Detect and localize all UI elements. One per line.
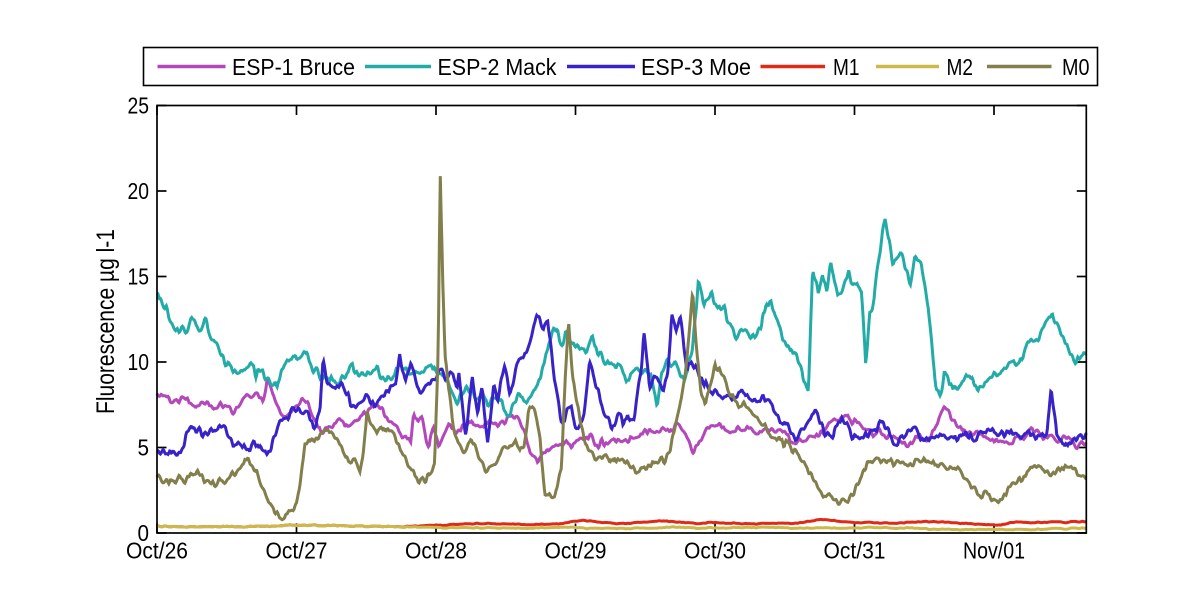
svg-text:Oct/31: Oct/31: [824, 538, 886, 564]
svg-text:ESP-3 Moe: ESP-3 Moe: [641, 54, 751, 80]
svg-text:0: 0: [138, 520, 150, 546]
svg-text:Oct/28: Oct/28: [405, 538, 467, 564]
svg-text:Oct/30: Oct/30: [684, 538, 746, 564]
svg-text:M0: M0: [1062, 54, 1090, 80]
svg-text:ESP-2 Mack: ESP-2 Mack: [438, 54, 557, 80]
svg-text:25: 25: [128, 92, 150, 118]
svg-text:Nov/01: Nov/01: [963, 538, 1025, 564]
svg-text:M2: M2: [947, 54, 974, 80]
svg-text:15: 15: [128, 263, 150, 289]
svg-text:20: 20: [128, 178, 150, 204]
svg-text:Fluorescence µg l-1: Fluorescence µg l-1: [92, 229, 120, 414]
svg-text:10: 10: [128, 349, 150, 375]
svg-text:Oct/29: Oct/29: [545, 538, 607, 564]
svg-text:Oct/27: Oct/27: [266, 538, 328, 564]
svg-text:5: 5: [138, 434, 150, 460]
svg-text:M1: M1: [833, 54, 860, 80]
svg-text:Oct/26: Oct/26: [126, 538, 188, 564]
svg-text:ESP-1 Bruce: ESP-1 Bruce: [232, 54, 355, 80]
